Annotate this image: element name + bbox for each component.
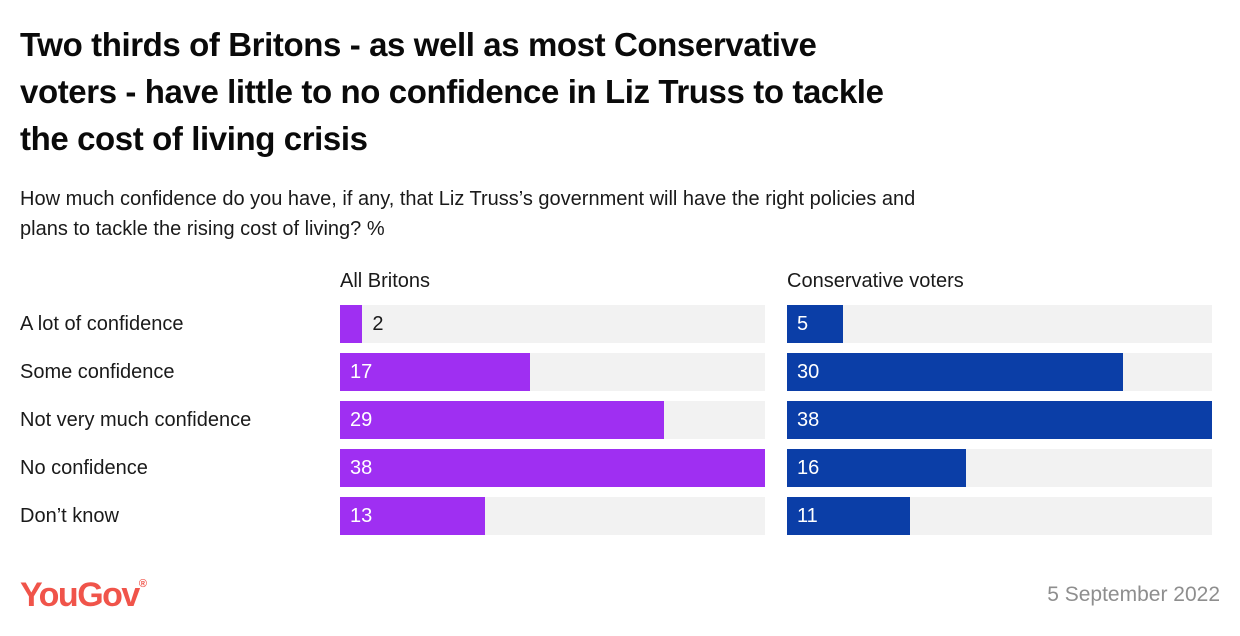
footer: YouGov® 5 September 2022 [20, 578, 1220, 616]
title-line-3: the cost of living crisis [20, 119, 368, 157]
page-title: Two thirds of Britons - as well as most … [20, 22, 1220, 163]
category-label: A lot of confidence [20, 312, 184, 335]
bar-conservative-voters: 5 [787, 305, 843, 344]
value-label: 30 [797, 360, 820, 383]
category-label: No confidence [20, 456, 148, 479]
bar-conservative-voters: 30 [787, 353, 1123, 392]
value-label: 5 [797, 312, 809, 335]
title-line-1: Two thirds of Britons - as well as most … [20, 26, 817, 63]
chart-row: Some confidence 17 30 [20, 353, 1220, 392]
bar-conservative-voters: 16 [787, 449, 966, 488]
registered-trademark-icon: ® [138, 578, 147, 590]
title-line-2: voters - have little to no confidence in… [20, 72, 884, 110]
bar-track: 5 [787, 305, 1212, 344]
chart-question: How much confidence do you have, if any,… [20, 184, 1220, 245]
column-header-conservative-voters: Conservative voters [787, 270, 964, 293]
value-label: 16 [797, 456, 820, 479]
chart-row: No confidence 38 16 [20, 449, 1220, 488]
chart-column-headers: All Britons Conservative voters [20, 270, 1220, 293]
chart-row: A lot of confidence 2 5 [20, 305, 1220, 344]
bar-track: 13 [340, 497, 765, 536]
value-label: 17 [350, 360, 373, 383]
value-label: 13 [350, 504, 373, 527]
subtitle-line-1: How much confidence do you have, if any,… [20, 187, 916, 210]
bar-track: 17 [340, 353, 765, 392]
subtitle-line-2: plans to tackle the rising cost of livin… [20, 217, 385, 240]
category-label: Some confidence [20, 360, 175, 383]
bar-all-britons: 29 [340, 401, 665, 440]
bar-conservative-voters: 11 [787, 497, 911, 536]
bar-all-britons: 13 [340, 497, 486, 536]
bar-track: 16 [787, 449, 1212, 488]
value-label: 38 [797, 408, 820, 431]
chart-row: Don’t know 13 11 [20, 497, 1220, 536]
bar-track: 38 [787, 401, 1212, 440]
chart-row: Not very much confidence 29 38 [20, 401, 1220, 440]
bar-chart: All Britons Conservative voters A lot of… [20, 270, 1220, 545]
bar-conservative-voters: 38 [787, 401, 1212, 440]
category-label: Don’t know [20, 504, 119, 527]
bar-track: 29 [340, 401, 765, 440]
value-label: 2 [372, 312, 384, 335]
bar-all-britons: 38 [340, 449, 765, 488]
value-label: 38 [350, 456, 373, 479]
yougov-logo: YouGov® [20, 578, 147, 612]
publication-date: 5 September 2022 [1047, 583, 1220, 606]
yougov-logo-text: YouGov [20, 576, 140, 614]
bar-all-britons: 17 [340, 353, 531, 392]
column-header-all-britons: All Britons [340, 270, 431, 293]
value-label: 11 [797, 504, 818, 527]
chart-rows: A lot of confidence 2 5 Some confidence 17 30… [20, 305, 1220, 536]
bar-track: 11 [787, 497, 1212, 536]
bar-all-britons [340, 305, 363, 344]
bar-track: 2 [340, 305, 765, 344]
bar-track: 30 [787, 353, 1212, 392]
category-label: Not very much confidence [20, 408, 252, 431]
value-label: 29 [350, 408, 373, 431]
bar-track: 38 [340, 449, 765, 488]
